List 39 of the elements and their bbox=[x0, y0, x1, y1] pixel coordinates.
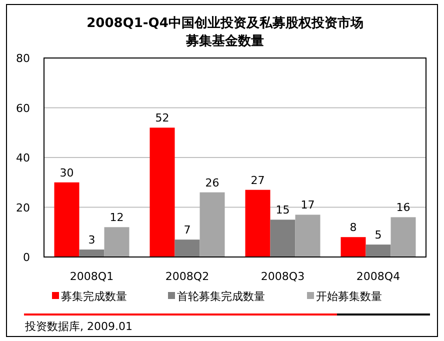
bar bbox=[390, 217, 416, 257]
data-label: 5 bbox=[374, 228, 382, 242]
chart-subtitle: 募集基金数量 bbox=[185, 34, 264, 49]
bar bbox=[104, 227, 130, 257]
bar bbox=[174, 240, 200, 257]
y-tick-label: 0 bbox=[23, 251, 30, 264]
x-tick-label: 2008Q3 bbox=[260, 270, 305, 283]
bar bbox=[79, 250, 104, 257]
y-tick-label: 80 bbox=[16, 52, 30, 65]
data-label: 3 bbox=[88, 234, 96, 247]
y-tick-label: 60 bbox=[16, 102, 30, 115]
legend-label: 首轮募集完成数量 bbox=[177, 290, 265, 303]
data-label: 16 bbox=[396, 201, 410, 214]
y-tick-label: 40 bbox=[16, 152, 30, 164]
bar bbox=[245, 190, 270, 257]
data-label: 30 bbox=[60, 166, 74, 180]
chart-title: 2008Q1-Q4中国创业投资及私募股权投资市场 bbox=[86, 15, 364, 31]
data-label: 17 bbox=[300, 198, 315, 212]
bar bbox=[270, 220, 296, 257]
data-label: 7 bbox=[184, 224, 191, 237]
bar bbox=[366, 244, 391, 257]
bar bbox=[200, 192, 225, 257]
legend-label: 开始募集数量 bbox=[316, 290, 382, 303]
x-tick-label: 2008Q2 bbox=[165, 270, 210, 283]
x-tick-label: 2008Q4 bbox=[356, 270, 400, 283]
text: 投资数据库, 2009.01 bbox=[24, 320, 132, 333]
data-label: 15 bbox=[276, 204, 290, 217]
data-label: 52 bbox=[155, 112, 170, 125]
data-label: 26 bbox=[205, 176, 220, 190]
data-label: 12 bbox=[110, 211, 124, 224]
bar bbox=[340, 237, 366, 257]
data-label: 27 bbox=[250, 174, 265, 187]
bar bbox=[295, 214, 320, 257]
bar bbox=[54, 182, 80, 257]
y-tick-label: 20 bbox=[16, 201, 30, 214]
data-label: 8 bbox=[350, 221, 357, 234]
bar bbox=[150, 128, 175, 257]
x-tick-label: 2008Q1 bbox=[70, 270, 114, 283]
legend-label: 募集完成数量 bbox=[61, 290, 127, 303]
